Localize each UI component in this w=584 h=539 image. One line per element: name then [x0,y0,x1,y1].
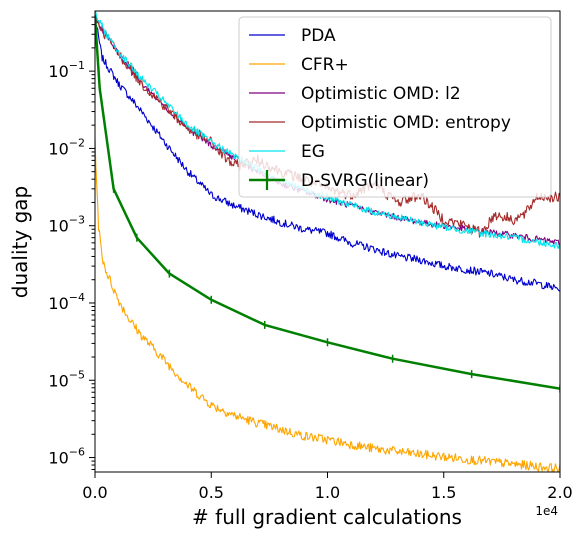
y-axis: 10−1 10−2 10−3 10−4 10−5 10−6 [48,16,95,471]
y-tick-label: 10−1 [48,59,85,81]
legend-label: Optimistic OMD: entropy [301,113,511,133]
x-axis: 0.0 0.5 1.0 1.5 2.0 [82,472,573,502]
x-axis-label: # full gradient calculations [192,505,462,529]
legend-box [238,16,552,198]
legend-label: PDA [301,26,336,46]
legend: PDA CFR+ Optimistic OMD: l2 Optimistic OMD:… [238,16,552,198]
x-tick-label: 1.5 [431,483,456,502]
y-axis-label: duality gap [8,186,32,298]
y-tick-label: 10−5 [48,368,85,390]
y-tick-label: 10−4 [48,291,85,313]
series-line-0 [95,16,560,292]
y-tick-label: 10−2 [48,136,85,158]
x-tick-label: 1.0 [315,483,340,502]
y-tick-label: 10−3 [48,214,85,236]
legend-label: D-SVRG(linear) [301,171,429,191]
x-tick-label: 0.0 [82,483,107,502]
x-tick-label: 0.5 [199,483,224,502]
x-tick-label: 2.0 [547,483,572,502]
y-tick-label: 10−6 [48,446,85,468]
legend-label: Optimistic OMD: l2 [301,84,461,104]
series-line-2 [95,14,560,246]
legend-label: EG [301,142,325,162]
series-line-1 [95,137,560,472]
legend-label: CFR+ [301,55,349,75]
x-offset-label: 1e4 [535,504,558,518]
